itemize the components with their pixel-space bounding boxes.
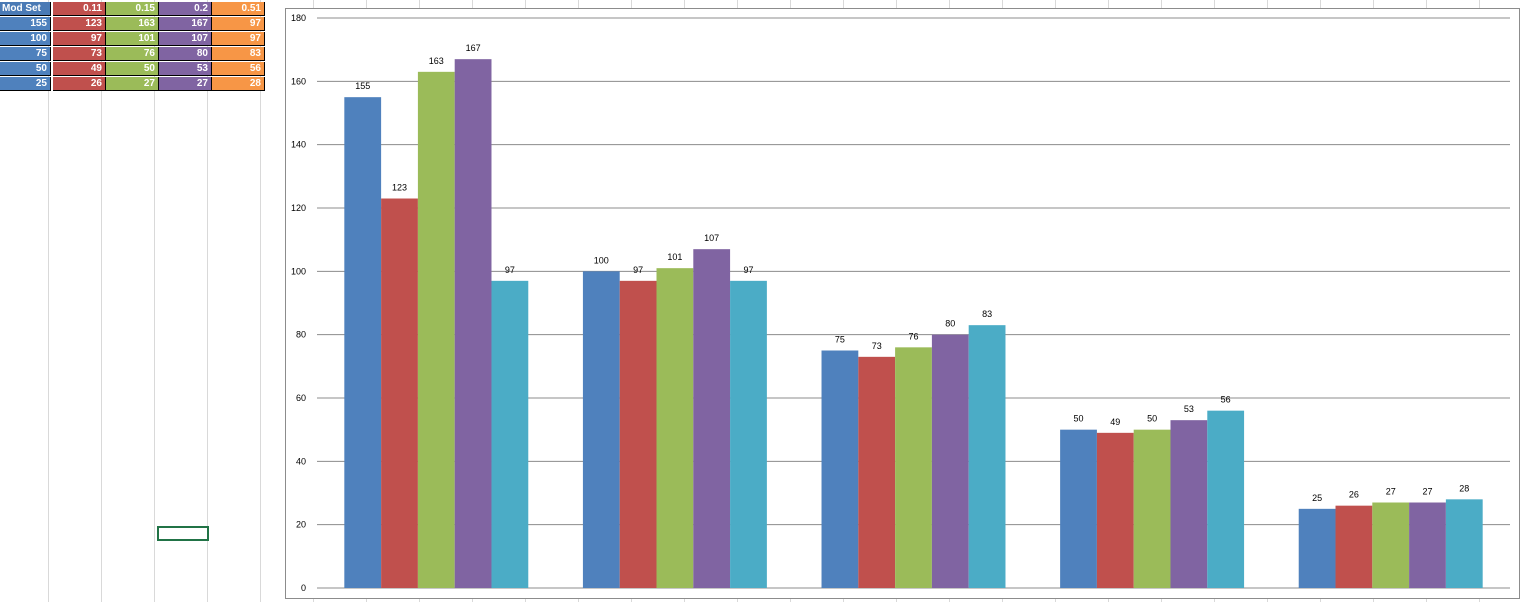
y-tick-label: 0	[301, 583, 306, 593]
table-cell[interactable]: 76	[106, 47, 159, 61]
table-cell[interactable]: 50	[0, 62, 51, 76]
data-label: 56	[1221, 395, 1231, 405]
data-label: 50	[1074, 414, 1084, 424]
bar	[417, 71, 455, 589]
header-cell[interactable]: Mod Set	[0, 2, 51, 16]
bar	[1409, 502, 1446, 588]
data-label: 101	[667, 252, 682, 262]
table-cell[interactable]: 73	[53, 47, 106, 61]
selected-cell[interactable]	[157, 526, 209, 541]
bar	[381, 198, 418, 588]
data-label: 167	[466, 43, 481, 53]
y-tick-label: 120	[291, 203, 306, 213]
table-cell[interactable]: 53	[159, 62, 212, 76]
table-cell[interactable]: 56	[212, 62, 265, 76]
table-cell[interactable]: 75	[0, 47, 51, 61]
chart: 0 20 40 60 80 100 120 140 160 180 155 100 75 50 25 123 9…	[285, 8, 1520, 599]
y-tick-label: 80	[296, 330, 306, 340]
table-cell[interactable]: 155	[0, 17, 51, 31]
data-label: 163	[429, 56, 444, 66]
y-tick-label: 60	[296, 393, 306, 403]
table-cell[interactable]: 100	[0, 32, 51, 46]
table-cell[interactable]: 27	[159, 77, 212, 91]
header-cell[interactable]: 0.15	[106, 2, 159, 16]
table-cell[interactable]: 167	[159, 17, 212, 31]
data-label: 28	[1459, 483, 1469, 493]
bar	[619, 280, 657, 588]
data-label: 97	[505, 265, 515, 275]
bar	[1335, 505, 1373, 588]
header-cell[interactable]: 0.51	[212, 2, 265, 16]
y-tick-label: 40	[296, 456, 306, 466]
table-cell[interactable]: 101	[106, 32, 159, 46]
data-label: 50	[1147, 414, 1157, 424]
bar	[1298, 508, 1336, 588]
y-tick-label: 160	[291, 76, 306, 86]
bar	[858, 356, 896, 588]
data-label: 27	[1386, 487, 1396, 497]
table-cell[interactable]: 26	[53, 77, 106, 91]
bar	[1207, 410, 1245, 588]
bar	[730, 280, 767, 588]
data-label: 26	[1349, 490, 1359, 500]
table-cell[interactable]: 83	[212, 47, 265, 61]
y-tick-label: 100	[291, 266, 306, 276]
y-tick-label: 20	[296, 520, 306, 530]
bar	[344, 97, 382, 589]
y-tick-label: 140	[291, 140, 306, 150]
bar	[582, 271, 620, 588]
bar	[1060, 429, 1097, 588]
data-label: 73	[872, 341, 882, 351]
bar	[931, 334, 969, 588]
data-label: 76	[908, 331, 918, 341]
data-label: 27	[1422, 487, 1432, 497]
table-cell[interactable]: 25	[0, 77, 51, 91]
data-label: 97	[743, 265, 753, 275]
bar	[656, 268, 694, 588]
header-cell[interactable]: 0.11	[53, 2, 106, 16]
bar	[1372, 502, 1410, 588]
table-cell[interactable]: 123	[53, 17, 106, 31]
data-label: 97	[633, 265, 643, 275]
table-cell[interactable]: 28	[212, 77, 265, 91]
table-cell[interactable]: 163	[106, 17, 159, 31]
data-label: 123	[392, 183, 407, 193]
bar	[454, 59, 492, 588]
bar	[895, 347, 932, 588]
bar	[1096, 432, 1134, 588]
data-label: 83	[982, 309, 992, 319]
table-cell[interactable]: 107	[159, 32, 212, 46]
bar	[1133, 429, 1171, 588]
data-label: 100	[594, 255, 609, 265]
data-label: 155	[355, 81, 370, 91]
table-cell[interactable]: 27	[106, 77, 159, 91]
data-label: 80	[945, 319, 955, 329]
table-cell[interactable]: 97	[212, 32, 265, 46]
table-cell[interactable]: 80	[159, 47, 212, 61]
data-label: 53	[1184, 404, 1194, 414]
header-cell[interactable]: 0.2	[159, 2, 212, 16]
bar	[1170, 420, 1208, 588]
bar	[821, 350, 859, 588]
data-label: 25	[1312, 493, 1322, 503]
data-label: 75	[835, 335, 845, 345]
bar	[693, 249, 731, 588]
table-cell[interactable]: 50	[106, 62, 159, 76]
data-label: 49	[1110, 417, 1120, 427]
data-label: 107	[704, 233, 719, 243]
bar	[491, 280, 529, 588]
table-cell[interactable]: 49	[53, 62, 106, 76]
bar	[968, 325, 1006, 588]
table-cell[interactable]: 97	[53, 32, 106, 46]
bar	[1445, 499, 1483, 588]
table-cell[interactable]: 97	[212, 17, 265, 31]
y-tick-label: 180	[291, 13, 306, 23]
